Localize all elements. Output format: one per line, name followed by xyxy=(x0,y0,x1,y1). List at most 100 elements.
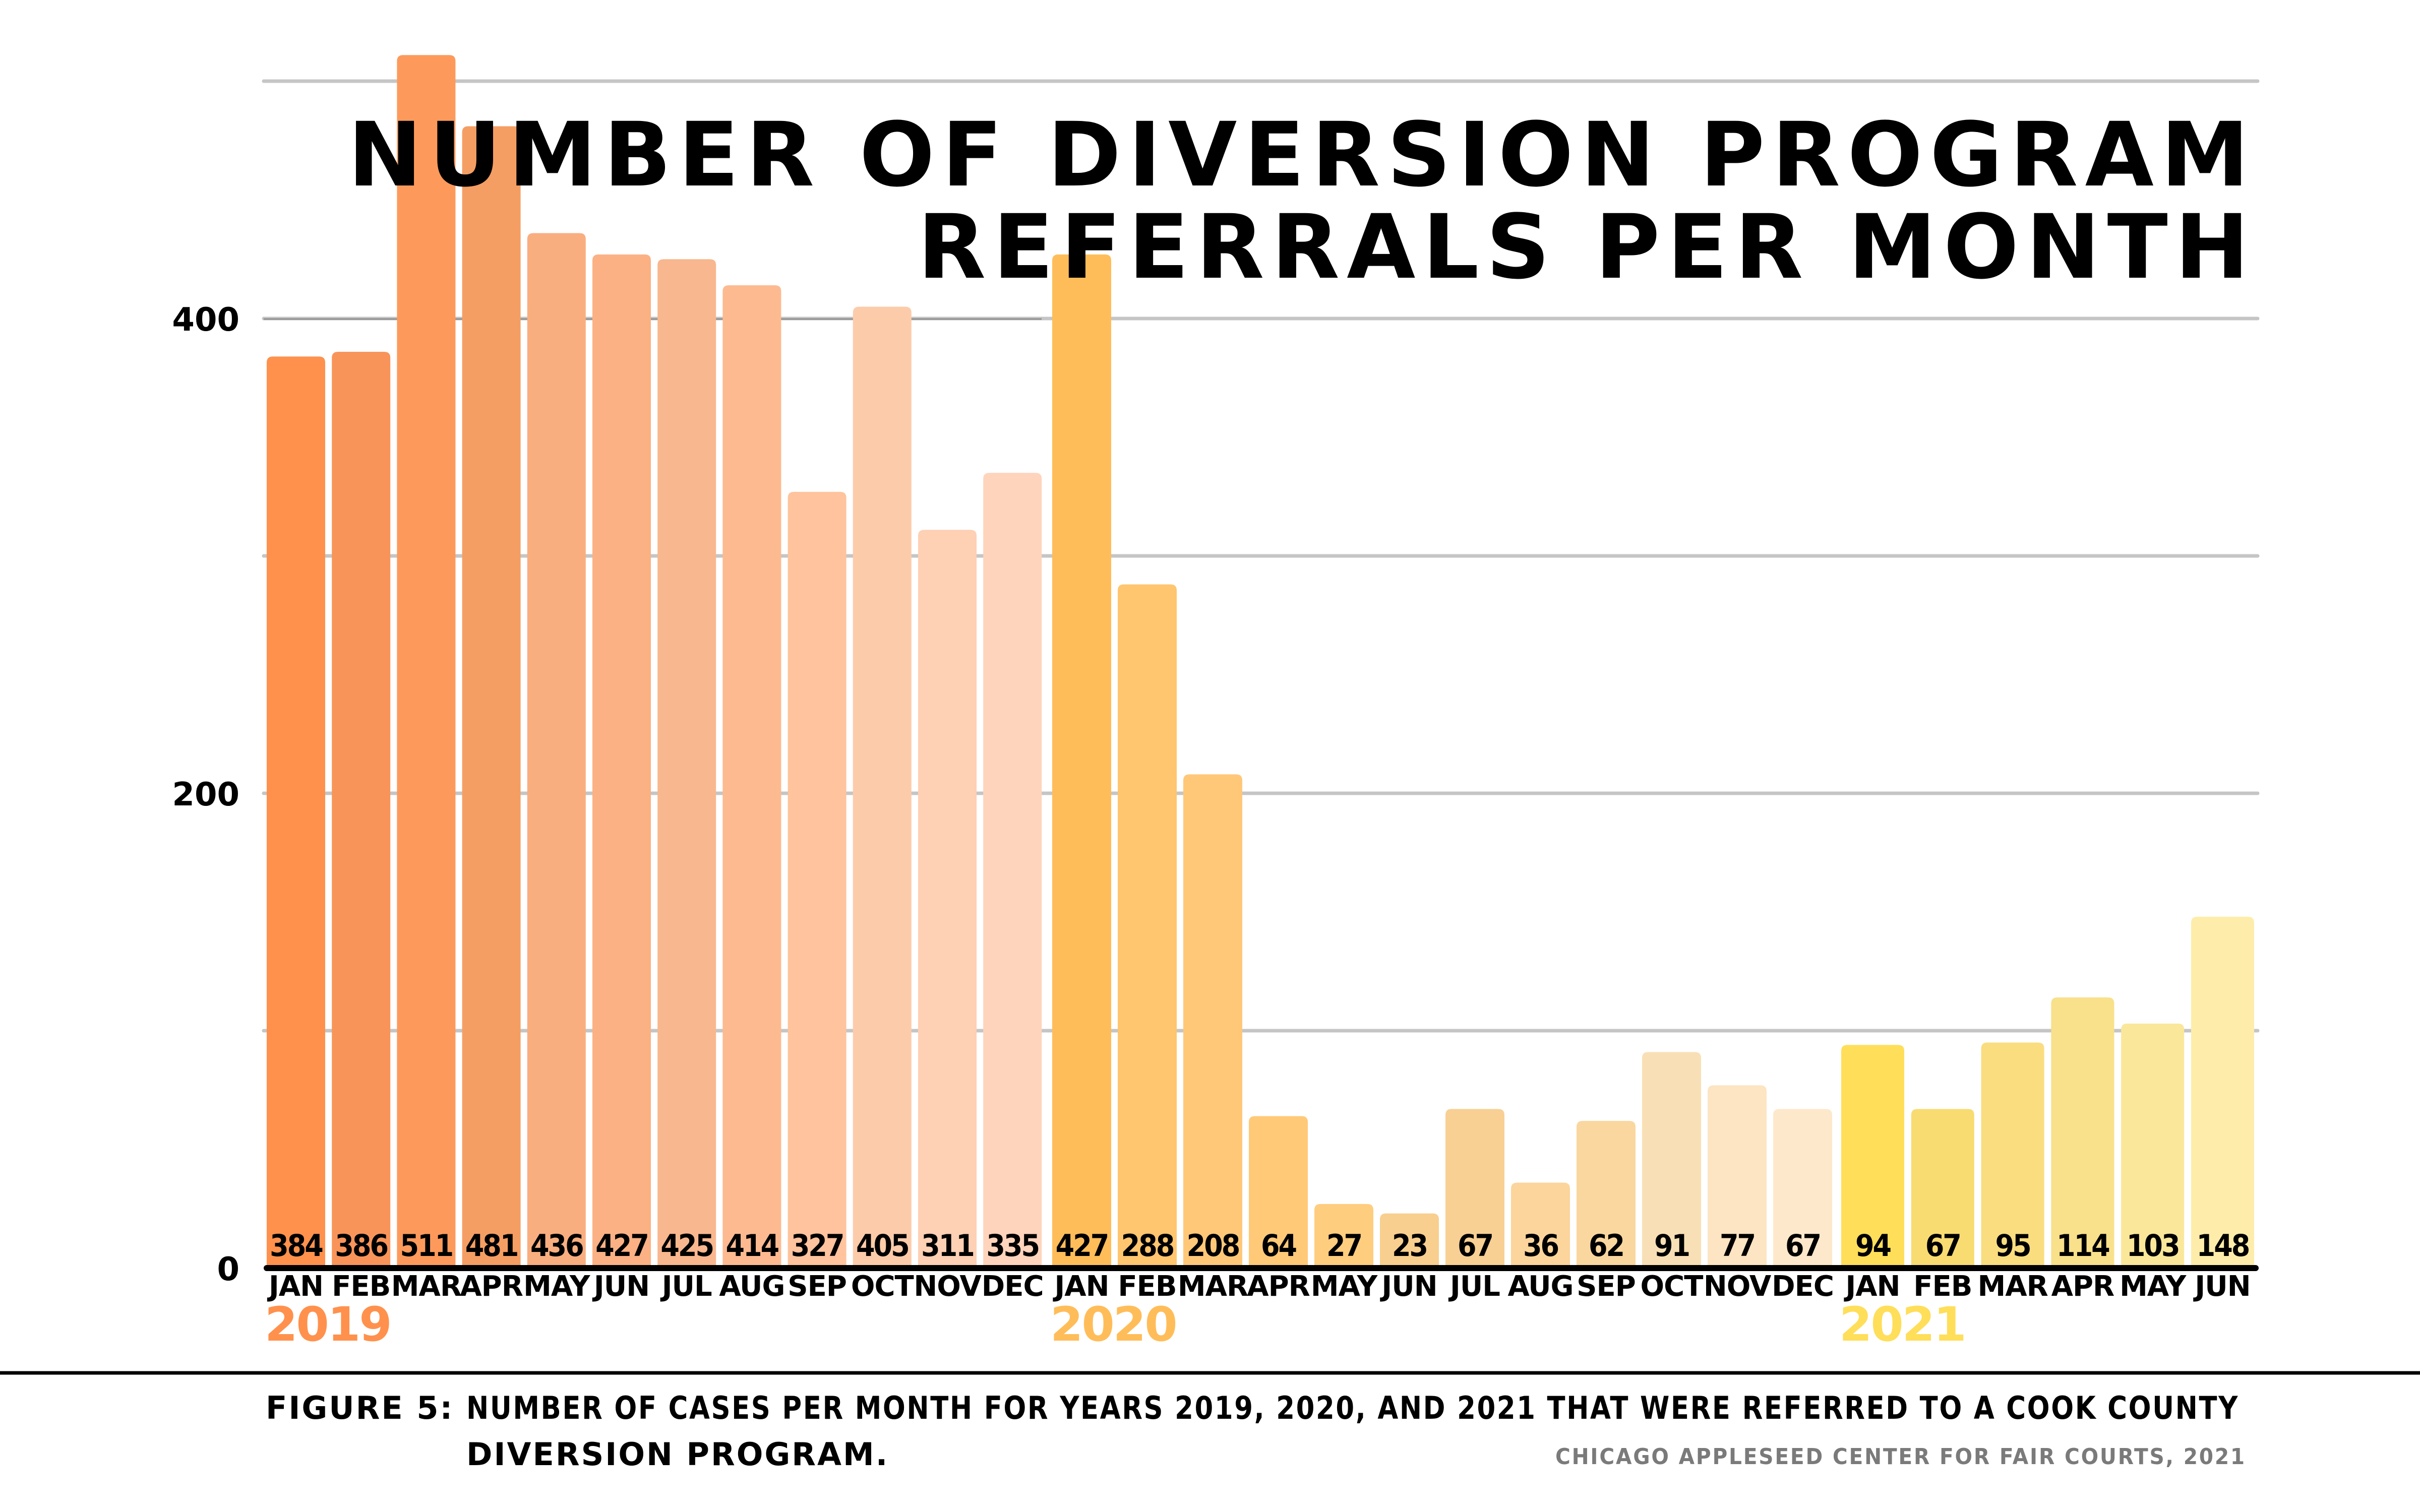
bar-2019-feb xyxy=(332,351,391,1269)
value-label-2021-jan: 94 xyxy=(1855,1228,1891,1264)
value-label-2019-jul: 425 xyxy=(660,1228,713,1264)
month-label-2020-nov: NOV xyxy=(1704,1270,1772,1303)
month-label-2019-may: MAY xyxy=(523,1270,591,1303)
value-label-2021-apr: 114 xyxy=(2056,1228,2109,1264)
bar-2020-aug xyxy=(1511,1182,1570,1268)
value-label-2020-may: 27 xyxy=(1326,1228,1361,1264)
value-label-2019-jan: 384 xyxy=(270,1228,323,1264)
bar-2020-jan xyxy=(1052,254,1111,1269)
value-label-2019-oct: 405 xyxy=(856,1228,909,1264)
value-label-2020-apr: 64 xyxy=(1261,1228,1297,1264)
bar-2019-nov xyxy=(918,530,977,1268)
bar-2020-jun xyxy=(1380,1213,1439,1268)
y-tick-label-0: 0 xyxy=(217,1251,239,1288)
month-label-2020-jan: JAN xyxy=(1052,1270,1109,1303)
year-label-2021: 2021 xyxy=(1839,1297,1965,1352)
month-label-2019-jun: JUN xyxy=(592,1270,649,1303)
value-label-2020-aug: 36 xyxy=(1523,1228,1558,1264)
bar-2020-apr xyxy=(1249,1116,1308,1268)
bar-2021-jan xyxy=(1841,1045,1904,1268)
month-label-2019-mar: MAR xyxy=(391,1270,461,1303)
bar-2020-sep xyxy=(1577,1120,1636,1268)
value-label-2020-dec: 67 xyxy=(1785,1228,1820,1264)
month-label-2020-mar: MAR xyxy=(1178,1270,1248,1303)
month-label-2020-jul: JUL xyxy=(1448,1270,1500,1303)
bar-2019-mar xyxy=(397,55,456,1269)
bar-2019-may xyxy=(527,233,586,1269)
value-label-2019-jun: 427 xyxy=(595,1228,648,1264)
bar-2021-jun xyxy=(2191,916,2254,1268)
month-label-2019-aug: AUG xyxy=(719,1270,784,1303)
month-label-2020-apr: APR xyxy=(1247,1270,1310,1303)
month-label-2021-may: MAY xyxy=(2120,1270,2187,1303)
value-label-2019-may: 436 xyxy=(530,1228,583,1264)
bar-2021-feb xyxy=(1911,1109,1974,1268)
value-label-2020-mar: 208 xyxy=(1187,1228,1239,1264)
figure-label: FIGURE 5: xyxy=(266,1390,454,1426)
month-label-2019-dec: DEC xyxy=(982,1270,1044,1303)
month-label-2021-jun: JUN xyxy=(2193,1270,2250,1303)
month-label-2021-apr: APR xyxy=(2051,1270,2114,1303)
month-label-2020-feb: FEB xyxy=(1118,1270,1176,1303)
month-label-2021-mar: MAR xyxy=(1978,1270,2048,1303)
bar-2019-jun xyxy=(592,254,651,1269)
value-label-2021-may: 103 xyxy=(2127,1228,2179,1264)
month-label-2019-jan: JAN xyxy=(267,1270,323,1303)
month-label-2019-nov: NOV xyxy=(914,1270,982,1303)
month-label-2020-dec: DEC xyxy=(1772,1270,1834,1303)
y-tick-label-400: 400 xyxy=(172,301,239,339)
value-label-2019-mar: 511 xyxy=(400,1228,453,1264)
bar-2020-nov xyxy=(1708,1085,1767,1268)
caption-line-2: DIVERSION PROGRAM. xyxy=(466,1436,889,1473)
value-label-2020-jun: 23 xyxy=(1392,1228,1427,1264)
month-label-2019-feb: FEB xyxy=(332,1270,390,1303)
month-label-2020-jun: JUN xyxy=(1379,1270,1437,1303)
bar-2019-jan xyxy=(267,356,325,1268)
year-label-2019: 2019 xyxy=(265,1297,391,1352)
value-label-2019-dec: 335 xyxy=(986,1228,1039,1264)
value-label-2020-jan: 427 xyxy=(1056,1228,1108,1264)
y-axis-ticks: 0 200 400 xyxy=(172,301,239,1288)
caption-line-1: NUMBER OF CASES PER MONTH FOR YEARS 2019… xyxy=(466,1390,2239,1426)
year-label-2020: 2020 xyxy=(1050,1297,1176,1352)
bar-2020-may xyxy=(1314,1204,1373,1268)
chart-title-line-1: NUMBER OF DIVERSION PROGRAM xyxy=(348,103,2256,207)
bar-2020-jul xyxy=(1445,1109,1504,1268)
month-label-2020-aug: AUG xyxy=(1507,1270,1573,1303)
value-label-2020-feb: 288 xyxy=(1121,1228,1174,1264)
value-label-2021-jun: 148 xyxy=(2197,1228,2249,1264)
value-label-2020-jul: 67 xyxy=(1458,1228,1492,1264)
bar-2021-apr xyxy=(2051,997,2114,1268)
value-label-2019-apr: 481 xyxy=(465,1228,518,1264)
bar-2020-dec xyxy=(1773,1109,1832,1268)
value-label-2021-feb: 67 xyxy=(1925,1228,1960,1264)
bars xyxy=(267,55,2254,1269)
bar-2021-may xyxy=(2121,1023,2185,1268)
value-labels: 384 386 511 481 436 427 425 414 327 405 311 335 427 2… xyxy=(270,1228,2251,1264)
bar-2019-sep xyxy=(788,491,846,1268)
month-label-2021-feb: FEB xyxy=(1913,1270,1972,1303)
month-label-2021-jan: JAN xyxy=(1843,1270,1900,1303)
bar-2020-feb xyxy=(1118,584,1177,1268)
month-label-2019-jul: JUL xyxy=(660,1270,712,1303)
month-label-2020-sep: SEP xyxy=(1577,1270,1636,1303)
year-labels: 2019 2020 2021 xyxy=(265,1297,1967,1352)
value-label-2019-aug: 414 xyxy=(726,1228,779,1264)
value-label-2020-oct: 91 xyxy=(1654,1228,1689,1264)
bar-2021-mar xyxy=(1981,1042,2044,1268)
month-label-2020-oct: OCT xyxy=(1641,1270,1704,1303)
value-label-2020-sep: 62 xyxy=(1589,1228,1623,1264)
bar-2019-apr xyxy=(462,126,521,1269)
bar-2019-dec xyxy=(983,473,1042,1268)
month-label-2019-apr: APR xyxy=(460,1270,523,1303)
value-label-2019-feb: 386 xyxy=(335,1228,387,1264)
chart-title-line-2: REFERRALS PER MONTH xyxy=(918,196,2256,299)
y-tick-label-200: 200 xyxy=(172,776,239,813)
bar-2019-aug xyxy=(722,285,781,1268)
bar-2019-oct xyxy=(853,306,912,1269)
bar-2019-jul xyxy=(657,259,716,1268)
value-label-2019-sep: 327 xyxy=(791,1228,843,1264)
month-label-2019-oct: OCT xyxy=(851,1270,914,1303)
